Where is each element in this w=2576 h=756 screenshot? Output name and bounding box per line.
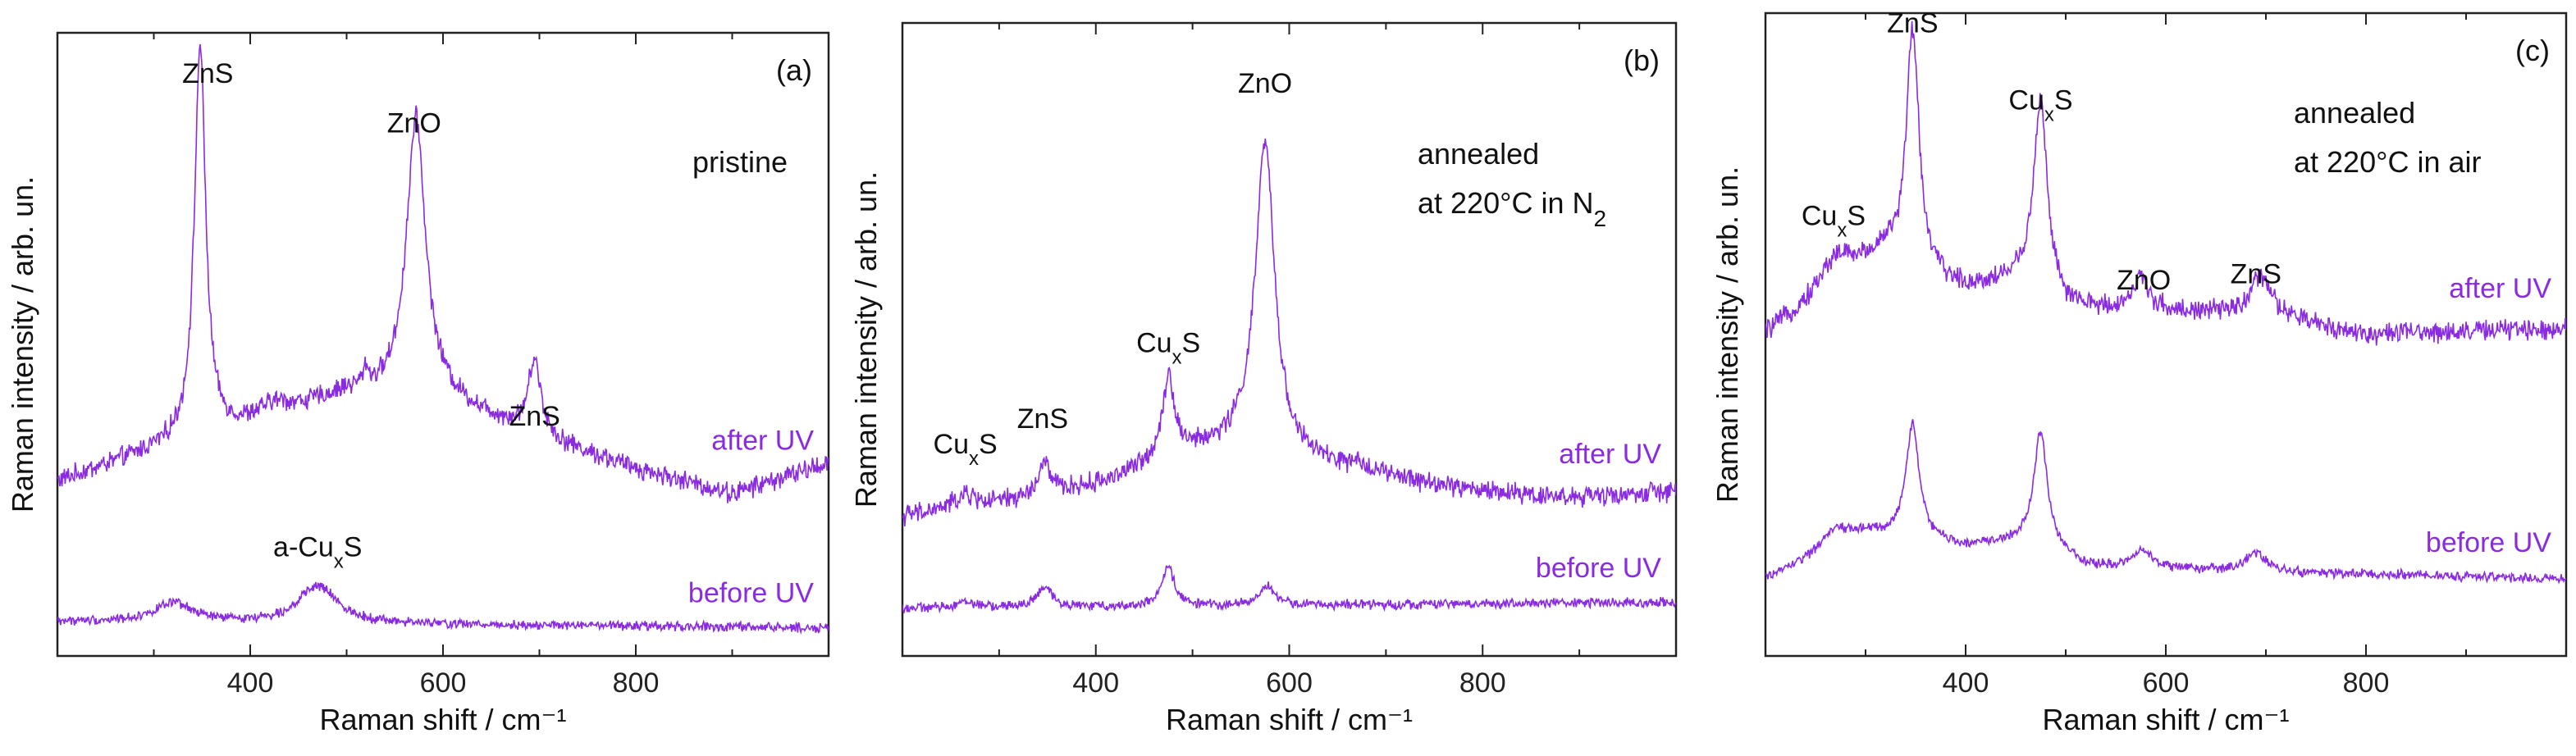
condition-text: pristine	[692, 145, 788, 179]
series-before-uv	[902, 564, 1676, 614]
y-axis-label: Raman intensity / arb. un.	[1710, 166, 1744, 503]
x-tick-label: 600	[1266, 667, 1313, 699]
series-label: after UV	[2449, 273, 2551, 304]
series-before-uv	[57, 581, 829, 635]
x-tick-label: 400	[1072, 667, 1119, 699]
series-label: before UV	[2426, 527, 2551, 558]
peak-annotation: ZnS	[2231, 258, 2281, 289]
panel-label: (b)	[1624, 43, 1660, 77]
x-axis-label: Raman shift / cm⁻¹	[319, 703, 566, 736]
panel-c: 400 600 800 Raman shift / cm⁻¹ Raman intensi…	[1710, 8, 2568, 736]
series-label: after UV	[711, 426, 814, 457]
condition-text-2: at 220°C in air	[2294, 145, 2482, 179]
y-axis-label: Raman intensity / arb. un.	[849, 171, 883, 508]
peak-annotation: CuxS	[2008, 85, 2072, 126]
peak-annotation: ZnS	[1017, 403, 1068, 435]
peak-annotation: ZnS	[182, 58, 233, 89]
series-before-uv	[1765, 419, 2566, 585]
series-after-uv	[1765, 20, 2566, 346]
x-axis-label: Raman shift / cm⁻¹	[1166, 703, 1413, 736]
x-tick-label: 400	[1943, 667, 1989, 699]
plot-frame	[56, 31, 830, 658]
panel-a: 400 600 800 Raman shift / cm⁻¹ Raman intensi…	[6, 31, 830, 736]
x-tick-label: 600	[420, 667, 467, 699]
x-tick-label: 600	[2143, 667, 2190, 699]
peak-annotation: a-CuxS	[273, 531, 362, 572]
condition-text-2: at 220°C in N2	[1418, 186, 1606, 231]
panel-label: (a)	[776, 53, 812, 87]
peak-annotation: ZnS	[1887, 8, 1938, 39]
condition-text: annealed	[1418, 137, 1539, 171]
panel-label: (c)	[2515, 34, 2550, 67]
series-after-uv	[57, 43, 829, 503]
x-tick-label: 800	[2343, 667, 2390, 699]
peak-annotation: CuxS	[1136, 327, 1200, 368]
series-label: before UV	[1536, 553, 1661, 584]
peak-annotation: ZnS	[509, 401, 560, 432]
series-label: before UV	[688, 578, 814, 609]
panel-b: 400 600 800 Raman shift / cm⁻¹ Raman intensi…	[849, 21, 1678, 736]
series-after-uv	[902, 138, 1676, 526]
condition-text: annealed	[2294, 96, 2415, 130]
x-axis-label: Raman shift / cm⁻¹	[2042, 703, 2289, 736]
y-axis-label: Raman intensity / arb. un.	[6, 176, 39, 512]
series-label: after UV	[1559, 439, 1661, 470]
peak-annotation: CuxS	[1802, 201, 1866, 242]
x-tick-label: 800	[613, 667, 660, 699]
peak-annotation: ZnO	[387, 108, 441, 139]
peak-annotation: ZnO	[1238, 68, 1292, 99]
peak-annotation: CuxS	[934, 429, 998, 470]
x-tick-label: 800	[1459, 667, 1506, 699]
peak-annotation: ZnO	[2117, 265, 2171, 296]
x-tick-label: 400	[227, 667, 274, 699]
